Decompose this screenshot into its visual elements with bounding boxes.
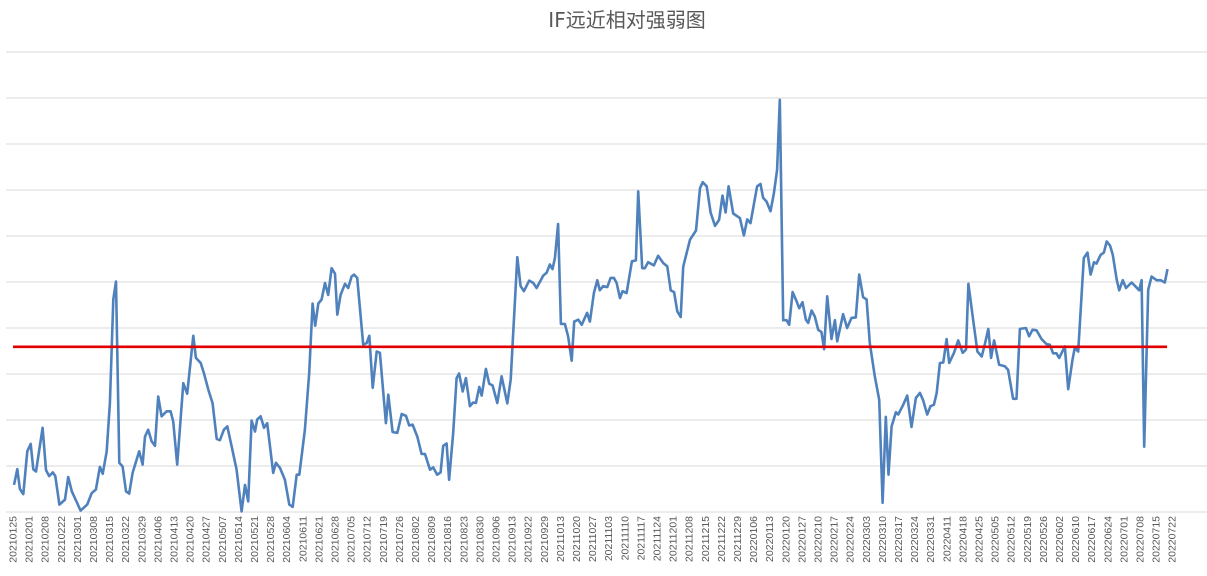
x-tick-label: 20220602 — [1054, 516, 1066, 563]
x-tick-label: 20211117 — [635, 516, 647, 561]
x-tick-label: 20210201 — [24, 516, 36, 563]
x-tick-label: 20210611 — [297, 516, 309, 562]
x-tick-label: 20211215 — [700, 516, 712, 562]
x-tick-label: 20220526 — [1038, 516, 1050, 563]
x-tick-label: 20210315 — [104, 516, 116, 563]
x-tick-label: 20220324 — [909, 516, 921, 563]
x-tick-label: 20210802 — [410, 516, 422, 563]
x-tick-label: 20210823 — [458, 516, 470, 563]
x-tick-label: 20210830 — [474, 516, 486, 563]
x-tick-label: 20220127 — [796, 516, 808, 563]
x-tick-label: 20220715 — [1151, 516, 1163, 563]
x-tick-label: 20220701 — [1118, 516, 1130, 563]
x-tick-label: 20220317 — [893, 516, 905, 563]
x-tick-label: 20210604 — [281, 516, 293, 563]
x-tick-label: 20220411 — [941, 516, 953, 562]
x-tick-label: 20210413 — [169, 516, 181, 563]
x-tick-label: 20220113 — [764, 516, 776, 562]
x-tick-label: 20210521 — [249, 516, 261, 563]
x-tick-label: 20211229 — [732, 516, 744, 562]
x-tick-label: 20220512 — [1006, 516, 1018, 563]
x-tick-label: 20210322 — [120, 516, 132, 563]
x-tick-label: 20211110 — [619, 516, 631, 561]
x-tick-label: 20220106 — [748, 516, 760, 563]
x-tick-label: 20220617 — [1086, 516, 1098, 563]
x-tick-label: 20211124 — [652, 516, 664, 561]
x-tick-label: 20210726 — [394, 516, 406, 563]
x-axis-tick-labels: 20210125 20210201 20210208 20210222 20210301… — [8, 516, 1179, 563]
x-tick-label: 20220120 — [780, 516, 792, 563]
x-tick-label: 20210816 — [442, 516, 454, 563]
x-tick-label: 20210427 — [201, 516, 213, 563]
x-tick-label: 20211103 — [603, 516, 615, 561]
x-tick-label: 20210922 — [523, 516, 535, 563]
x-tick-label: 20210528 — [265, 516, 277, 563]
x-tick-label: 20220310 — [877, 516, 889, 563]
x-tick-label: 20210621 — [313, 516, 325, 563]
x-tick-label: 20220217 — [829, 516, 841, 563]
x-tick-label: 20210406 — [152, 516, 164, 563]
x-tick-label: 20210628 — [330, 516, 342, 563]
x-tick-label: 20210929 — [539, 516, 551, 563]
x-tick-label: 20211020 — [571, 516, 583, 562]
x-tick-label: 20211208 — [684, 516, 696, 562]
x-tick-label: 20210208 — [40, 516, 52, 563]
x-tick-label: 20220708 — [1135, 516, 1147, 563]
chart-title: IF远近相对强弱图 — [548, 8, 705, 32]
x-tick-label: 20210308 — [88, 516, 100, 563]
x-tick-label: 20211201 — [668, 516, 680, 562]
x-tick-label: 20220210 — [813, 516, 825, 563]
gridlines — [6, 51, 1207, 513]
x-tick-label: 20220610 — [1070, 516, 1082, 563]
x-tick-label: 20220519 — [1022, 516, 1034, 563]
x-tick-label: 20210719 — [378, 516, 390, 563]
x-tick-label: 20220505 — [990, 516, 1002, 563]
x-tick-label: 20220624 — [1102, 516, 1114, 563]
x-tick-label: 20220303 — [861, 516, 873, 563]
x-tick-label: 20210301 — [72, 516, 84, 563]
x-tick-label: 20210222 — [56, 516, 68, 563]
x-tick-label: 20220425 — [974, 516, 986, 563]
x-tick-label: 20211222 — [716, 516, 728, 562]
x-tick-label: 20210906 — [491, 516, 503, 563]
x-tick-label: 20210125 — [8, 516, 20, 563]
x-tick-label: 20210514 — [233, 516, 245, 563]
x-tick-label: 20210329 — [136, 516, 148, 563]
x-tick-label: 20220418 — [957, 516, 969, 563]
x-tick-label: 20220722 — [1167, 516, 1179, 563]
x-tick-label: 20210420 — [185, 516, 197, 563]
x-tick-label: 20211013 — [555, 516, 567, 562]
x-tick-label: 20220224 — [845, 516, 857, 563]
series-line-0 — [12, 98, 1169, 513]
x-tick-label: 20210705 — [346, 516, 358, 563]
x-tick-label: 20210507 — [217, 516, 229, 563]
x-tick-label: 20210913 — [507, 516, 519, 563]
series-layer — [12, 98, 1169, 513]
x-tick-label: 20220331 — [925, 516, 937, 563]
x-tick-label: 20211027 — [587, 516, 599, 562]
x-tick-label: 20210809 — [426, 516, 438, 563]
x-tick-label: 20210712 — [362, 516, 374, 563]
